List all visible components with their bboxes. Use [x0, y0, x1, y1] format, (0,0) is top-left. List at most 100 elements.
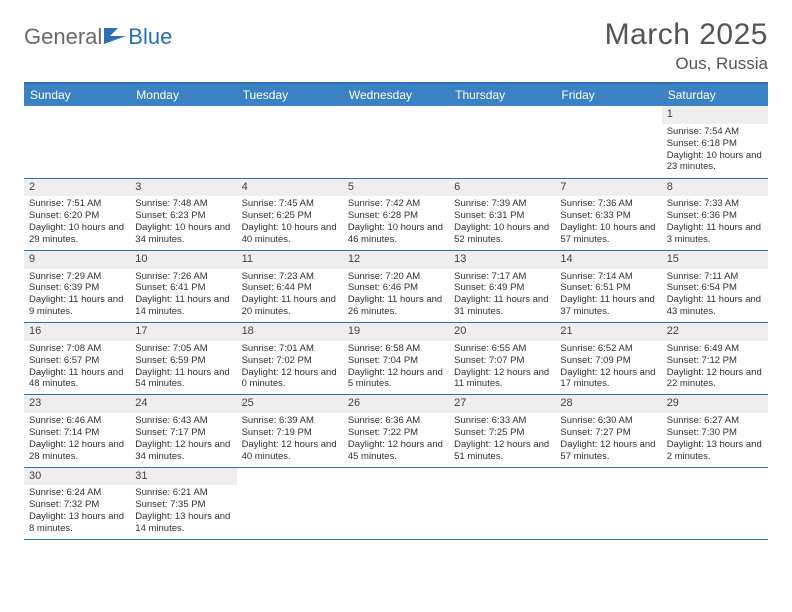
calendar-cell — [555, 467, 661, 539]
calendar-week-row: 23Sunrise: 6:46 AMSunset: 7:14 PMDayligh… — [24, 395, 768, 467]
daylight-text: Daylight: 11 hours and 48 minutes. — [29, 367, 125, 391]
day-number: 10 — [130, 251, 236, 269]
sunset-text: Sunset: 6:33 PM — [560, 210, 656, 222]
sunrise-text: Sunrise: 6:39 AM — [242, 415, 338, 427]
calendar-cell: 13 Sunrise: 7:17 AMSunset: 6:49 PMDayligh… — [449, 250, 555, 322]
calendar-body: 1Sunrise: 7:54 AMSunset: 6:18 PMDaylight… — [24, 106, 768, 539]
day-number: 13 — [449, 251, 555, 269]
calendar-cell: 7Sunrise: 7:36 AMSunset: 6:33 PMDaylight… — [555, 178, 661, 250]
calendar-week-row: 9Sunrise: 7:29 AMSunset: 6:39 PMDaylight… — [24, 250, 768, 322]
day-number: 18 — [237, 323, 343, 341]
sunset-text: Sunset: 7:12 PM — [667, 355, 763, 367]
daylight-text: Daylight: 12 hours and 22 minutes. — [667, 367, 763, 391]
daylight-text: Daylight: 11 hours and 26 minutes. — [348, 294, 444, 318]
calendar-cell: 1Sunrise: 7:54 AMSunset: 6:18 PMDaylight… — [662, 106, 768, 178]
sunset-text: Sunset: 7:07 PM — [454, 355, 550, 367]
weekday-header: Saturday — [662, 83, 768, 106]
day-number: 29 — [662, 395, 768, 413]
sunset-text: Sunset: 6:46 PM — [348, 282, 444, 294]
calendar-cell: 4Sunrise: 7:45 AMSunset: 6:25 PMDaylight… — [237, 178, 343, 250]
calendar-cell: 22Sunrise: 6:49 AMSunset: 7:12 PMDayligh… — [662, 323, 768, 395]
day-number: 27 — [449, 395, 555, 413]
day-number: 4 — [237, 179, 343, 197]
page-title: March 2025 — [605, 18, 768, 52]
daylight-text: Daylight: 12 hours and 45 minutes. — [348, 439, 444, 463]
calendar-cell: 3Sunrise: 7:48 AMSunset: 6:23 PMDaylight… — [130, 178, 236, 250]
day-number: 24 — [130, 395, 236, 413]
sunrise-text: Sunrise: 6:55 AM — [454, 343, 550, 355]
calendar-cell: 20Sunrise: 6:55 AMSunset: 7:07 PMDayligh… — [449, 323, 555, 395]
daylight-text: Daylight: 10 hours and 40 minutes. — [242, 222, 338, 246]
sunrise-text: Sunrise: 7:17 AM — [454, 271, 550, 283]
calendar-cell — [130, 106, 236, 178]
calendar-cell: 6Sunrise: 7:39 AMSunset: 6:31 PMDaylight… — [449, 178, 555, 250]
location-label: Ous, Russia — [605, 54, 768, 74]
sunset-text: Sunset: 6:39 PM — [29, 282, 125, 294]
daylight-text: Daylight: 12 hours and 28 minutes. — [29, 439, 125, 463]
day-number: 26 — [343, 395, 449, 413]
header: General Blue March 2025 Ous, Russia — [24, 18, 768, 74]
daylight-text: Daylight: 10 hours and 23 minutes. — [667, 150, 763, 174]
weekday-header: Sunday — [24, 83, 130, 106]
sunset-text: Sunset: 6:49 PM — [454, 282, 550, 294]
weekday-header: Tuesday — [237, 83, 343, 106]
sunset-text: Sunset: 7:09 PM — [560, 355, 656, 367]
daylight-text: Daylight: 11 hours and 31 minutes. — [454, 294, 550, 318]
daylight-text: Daylight: 12 hours and 51 minutes. — [454, 439, 550, 463]
calendar-cell — [449, 106, 555, 178]
sunrise-text: Sunrise: 7:05 AM — [135, 343, 231, 355]
daylight-text: Daylight: 13 hours and 8 minutes. — [29, 511, 125, 535]
sunrise-text: Sunrise: 6:30 AM — [560, 415, 656, 427]
sunset-text: Sunset: 7:35 PM — [135, 499, 231, 511]
sunset-text: Sunset: 6:59 PM — [135, 355, 231, 367]
calendar-head: Sunday Monday Tuesday Wednesday Thursday… — [24, 83, 768, 106]
weekday-header: Thursday — [449, 83, 555, 106]
daylight-text: Daylight: 10 hours and 34 minutes. — [135, 222, 231, 246]
sunrise-text: Sunrise: 7:11 AM — [667, 271, 763, 283]
calendar-cell: 8Sunrise: 7:33 AMSunset: 6:36 PMDaylight… — [662, 178, 768, 250]
sunrise-text: Sunrise: 6:58 AM — [348, 343, 444, 355]
calendar-cell: 10Sunrise: 7:26 AMSunset: 6:41 PMDayligh… — [130, 250, 236, 322]
daylight-text: Daylight: 12 hours and 11 minutes. — [454, 367, 550, 391]
sunrise-text: Sunrise: 6:36 AM — [348, 415, 444, 427]
sunset-text: Sunset: 6:41 PM — [135, 282, 231, 294]
sunrise-text: Sunrise: 7:36 AM — [560, 198, 656, 210]
calendar-cell — [24, 106, 130, 178]
sunrise-text: Sunrise: 6:52 AM — [560, 343, 656, 355]
sunrise-text: Sunrise: 7:39 AM — [454, 198, 550, 210]
logo-text-general: General — [24, 24, 102, 50]
day-number: 19 — [343, 323, 449, 341]
sunset-text: Sunset: 7:19 PM — [242, 427, 338, 439]
sunrise-text: Sunrise: 7:48 AM — [135, 198, 231, 210]
calendar-cell: 26Sunrise: 6:36 AMSunset: 7:22 PMDayligh… — [343, 395, 449, 467]
calendar-cell: 25Sunrise: 6:39 AMSunset: 7:19 PMDayligh… — [237, 395, 343, 467]
daylight-text: Daylight: 11 hours and 9 minutes. — [29, 294, 125, 318]
calendar-cell: 27Sunrise: 6:33 AMSunset: 7:25 PMDayligh… — [449, 395, 555, 467]
calendar-week-row: 1Sunrise: 7:54 AMSunset: 6:18 PMDaylight… — [24, 106, 768, 178]
sunrise-text: Sunrise: 7:26 AM — [135, 271, 231, 283]
calendar-cell: 17Sunrise: 7:05 AMSunset: 6:59 PMDayligh… — [130, 323, 236, 395]
daylight-text: Daylight: 13 hours and 2 minutes. — [667, 439, 763, 463]
title-block: March 2025 Ous, Russia — [605, 18, 768, 74]
calendar-cell — [237, 106, 343, 178]
weekday-header: Friday — [555, 83, 661, 106]
calendar-cell — [555, 106, 661, 178]
sunset-text: Sunset: 6:20 PM — [29, 210, 125, 222]
daylight-text: Daylight: 12 hours and 40 minutes. — [242, 439, 338, 463]
calendar-cell — [662, 467, 768, 539]
day-number: 3 — [130, 179, 236, 197]
calendar-week-row: 2Sunrise: 7:51 AMSunset: 6:20 PMDaylight… — [24, 178, 768, 250]
calendar-cell — [343, 467, 449, 539]
day-number: 31 — [130, 468, 236, 486]
calendar-cell: 2Sunrise: 7:51 AMSunset: 6:20 PMDaylight… — [24, 178, 130, 250]
calendar-cell: 14Sunrise: 7:14 AMSunset: 6:51 PMDayligh… — [555, 250, 661, 322]
daylight-text: Daylight: 11 hours and 20 minutes. — [242, 294, 338, 318]
sunrise-text: Sunrise: 6:24 AM — [29, 487, 125, 499]
calendar-cell: 16Sunrise: 7:08 AMSunset: 6:57 PMDayligh… — [24, 323, 130, 395]
page: General Blue March 2025 Ous, Russia Sund… — [0, 0, 792, 550]
logo: General Blue — [24, 18, 172, 50]
sunset-text: Sunset: 7:27 PM — [560, 427, 656, 439]
day-number: 5 — [343, 179, 449, 197]
calendar-week-row: 16Sunrise: 7:08 AMSunset: 6:57 PMDayligh… — [24, 323, 768, 395]
daylight-text: Daylight: 10 hours and 52 minutes. — [454, 222, 550, 246]
